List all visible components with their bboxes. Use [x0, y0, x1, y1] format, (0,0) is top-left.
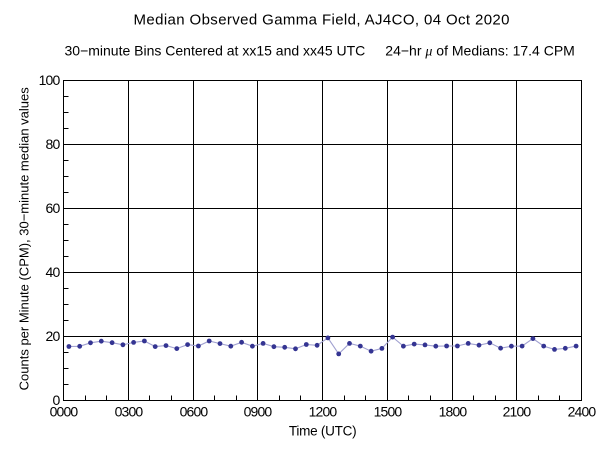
svg-text:0300: 0300 [115, 404, 144, 420]
svg-text:0000: 0000 [50, 404, 79, 420]
svg-text:Time (UTC): Time (UTC) [289, 424, 357, 439]
svg-text:80: 80 [46, 136, 61, 152]
svg-text:1800: 1800 [439, 404, 468, 420]
svg-text:1500: 1500 [374, 404, 403, 420]
svg-text:2100: 2100 [503, 404, 532, 420]
svg-text:1200: 1200 [309, 404, 338, 420]
svg-text:Median Observed Gamma Field, A: Median Observed Gamma Field, AJ4CO, 04 O… [134, 11, 510, 28]
svg-text:2400: 2400 [568, 404, 597, 420]
svg-text:24−hr μ of Medians: 17.4 CPM: 24−hr μ of Medians: 17.4 CPM [385, 43, 575, 60]
svg-text:0600: 0600 [180, 404, 209, 420]
svg-text:20: 20 [46, 328, 61, 344]
svg-text:0: 0 [52, 392, 60, 408]
svg-text:30−minute Bins Centered at xx1: 30−minute Bins Centered at xx15 and xx45… [65, 43, 366, 59]
svg-text:100: 100 [39, 72, 61, 88]
svg-text:60: 60 [46, 200, 61, 216]
svg-text:0900: 0900 [244, 404, 273, 420]
svg-text:Counts per Minute (CPM), 30−mi: Counts per Minute (CPM), 30−minute media… [17, 87, 32, 391]
svg-text:40: 40 [46, 264, 61, 280]
